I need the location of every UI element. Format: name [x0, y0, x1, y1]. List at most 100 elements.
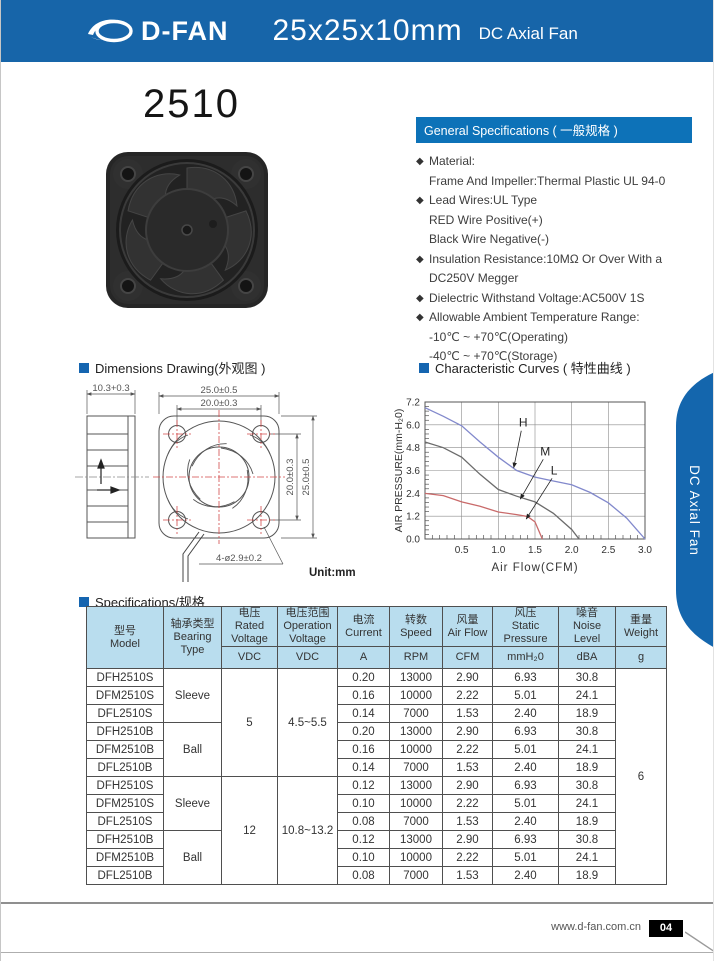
- cell-noise: 30.8: [558, 830, 616, 849]
- cell-noise: 24.1: [558, 848, 616, 867]
- unit-pressure: mmH₂0: [492, 646, 559, 669]
- spec-text: Frame And Impeller:Thermal Plastic UL 94…: [429, 173, 666, 188]
- dim-mounting-holes: 4-ø2.9±0.2: [216, 553, 262, 564]
- col-header-pressure: 风压 Static Pressure: [492, 606, 559, 647]
- blue-square-icon: [79, 362, 89, 373]
- model-number-heading: 2510: [143, 82, 240, 126]
- cell-speed: 10000: [389, 740, 443, 759]
- y-tick-label: 0.0: [406, 535, 420, 546]
- spec-text: Lead Wires:UL Type: [429, 193, 538, 207]
- unit-operation-voltage: VDC: [277, 646, 338, 669]
- cell-airflow: 2.90: [442, 776, 493, 795]
- dim-hole-pitch-width: 20.0±0.3: [201, 398, 238, 409]
- general-specs-title: General Specifications ( 一般规格 ): [416, 117, 692, 143]
- cell-speed: 13000: [389, 668, 443, 687]
- col-header-bearing: 轴承类型 Bearing Type: [163, 606, 222, 669]
- table-row: DFL2510B 0.14 7000 1.53 2.40 18.9: [86, 758, 667, 777]
- dim-outer-height: 25.0±0.5: [301, 459, 312, 496]
- table-row: DFL2510S 0.08 7000 1.53 2.40 18.9: [86, 812, 667, 831]
- list-item: Black Wire Negative(-): [416, 230, 692, 250]
- cell-speed: 10000: [389, 848, 443, 867]
- unit-weight: g: [615, 646, 667, 669]
- side-tab: [676, 372, 713, 647]
- cell-speed: 10000: [389, 794, 443, 813]
- col-header-operation-voltage: 电压范围 Operation Voltage: [277, 606, 338, 647]
- cell-operation-voltage: 4.5~5.5: [277, 668, 338, 777]
- list-item: ◆ Lead Wires:UL Type: [416, 191, 692, 211]
- cell-model: DFL2510B: [86, 866, 164, 885]
- cell-current: 0.12: [337, 830, 390, 849]
- drawing-unit-label: Unit:mm: [309, 567, 356, 579]
- cell-speed: 13000: [389, 830, 443, 849]
- list-item: ◆ Allowable Ambient Temperature Range:: [416, 308, 692, 328]
- plot-border: [424, 401, 646, 540]
- side-tab-label: DC Axial Fan: [686, 464, 702, 556]
- page-bottom-edge: [1, 952, 713, 953]
- cell-speed: 7000: [389, 758, 443, 777]
- unit-rated-voltage: VDC: [221, 646, 278, 669]
- table-row: DFM2510B 0.16 10000 2.22 5.01 24.1: [86, 740, 667, 759]
- cell-noise: 30.8: [558, 776, 616, 795]
- list-item: ◆ Insulation Resistance:10MΩ Or Over With…: [416, 250, 692, 270]
- diamond-bullet-icon: ◆: [416, 156, 424, 167]
- cell-model: DFL2510B: [86, 758, 164, 777]
- cell-pressure: 5.01: [492, 794, 559, 813]
- section-dimensions-title: Dimensions Drawing(外观图 ): [79, 358, 265, 377]
- cell-bearing: Sleeve: [163, 668, 222, 723]
- brand-name: D-FAN: [141, 15, 229, 46]
- diamond-bullet-icon: ◆: [416, 312, 424, 323]
- unit-current: A: [337, 646, 390, 669]
- cell-pressure: 2.40: [492, 704, 559, 723]
- curve-label-arrow: [519, 459, 544, 500]
- cell-noise: 18.9: [558, 812, 616, 831]
- cell-model: DFH2510S: [86, 776, 164, 795]
- table-row: DFM2510B 0.10 10000 2.22 5.01 24.1: [86, 848, 667, 867]
- dim-hole-pitch-height: 20.0±0.3: [285, 459, 296, 496]
- footer-divider: [1, 902, 713, 904]
- cell-speed: 10000: [389, 686, 443, 705]
- cell-current: 0.20: [337, 722, 390, 741]
- table-row: DFL2510S 0.14 7000 1.53 2.40 18.9: [86, 704, 667, 723]
- dim-outer-width: 25.0±0.5: [201, 385, 238, 396]
- cell-pressure: 2.40: [492, 758, 559, 777]
- cell-bearing: Sleeve: [163, 776, 222, 831]
- cell-current: 0.08: [337, 866, 390, 885]
- table-row: DFH2510S Sleeve 5 4.5~5.5 0.20 13000 2.9…: [86, 668, 667, 885]
- spec-text: Material:: [429, 154, 476, 168]
- cell-pressure: 5.01: [492, 740, 559, 759]
- spec-text: -40℃ ~ +70℃(Storage): [429, 349, 558, 363]
- cell-current: 0.16: [337, 686, 390, 705]
- cell-operation-voltage: 10.8~13.2: [277, 776, 338, 885]
- cell-current: 0.16: [337, 740, 390, 759]
- x-axis-label: Air Flow(CFM): [491, 562, 578, 574]
- cell-noise: 18.9: [558, 704, 616, 723]
- general-specs-list: ◆ Material: Frame And Impeller:Thermal Pl…: [416, 152, 692, 367]
- spec-text: Black Wire Negative(-): [429, 232, 550, 246]
- cell-speed: 7000: [389, 704, 443, 723]
- curve-H: [424, 407, 646, 540]
- cell-airflow: 1.53: [442, 758, 493, 777]
- cell-bearing: Ball: [163, 722, 222, 777]
- diamond-bullet-icon: ◆: [416, 292, 424, 304]
- cell-model: DFM2510S: [86, 794, 164, 813]
- col-header-speed: 转数 Speed: [389, 606, 443, 647]
- specs-table: 型号 Model 轴承类型 Bearing Type 电压 Rated Voltage 电…: [86, 606, 667, 885]
- cell-rated-voltage: 12: [221, 776, 278, 885]
- cell-airflow: 2.90: [442, 722, 493, 741]
- x-tick-label: 3.0: [638, 545, 652, 556]
- cell-speed: 13000: [389, 722, 443, 741]
- cell-pressure: 5.01: [492, 848, 559, 867]
- table-row: DFH2510B Ball 0.20 13000 2.90 6.93 30.8: [86, 722, 667, 777]
- y-axis-label: AIR PRESSURE(mm-H₂0): [393, 409, 405, 533]
- cell-airflow: 2.22: [442, 740, 493, 759]
- y-tick-label: 7.2: [406, 398, 420, 409]
- cell-pressure: 6.93: [492, 722, 559, 741]
- characteristic-curves-chart: 0.5 1.0 1.5 2.0 2.5 3.00.01.22.43.64.86.07.2A…: [393, 398, 652, 575]
- spec-text: -10℃ ~ +70℃(Operating): [429, 329, 569, 344]
- unit-noise: dBA: [558, 646, 616, 669]
- spec-text: Insulation Resistance:10MΩ Or Over With …: [429, 251, 663, 266]
- x-tick-label: 2.5: [601, 545, 615, 556]
- fan-product-photo: [106, 152, 268, 308]
- spec-text: RED Wire Positive(+): [429, 212, 543, 227]
- x-tick-label: 1.0: [491, 545, 505, 556]
